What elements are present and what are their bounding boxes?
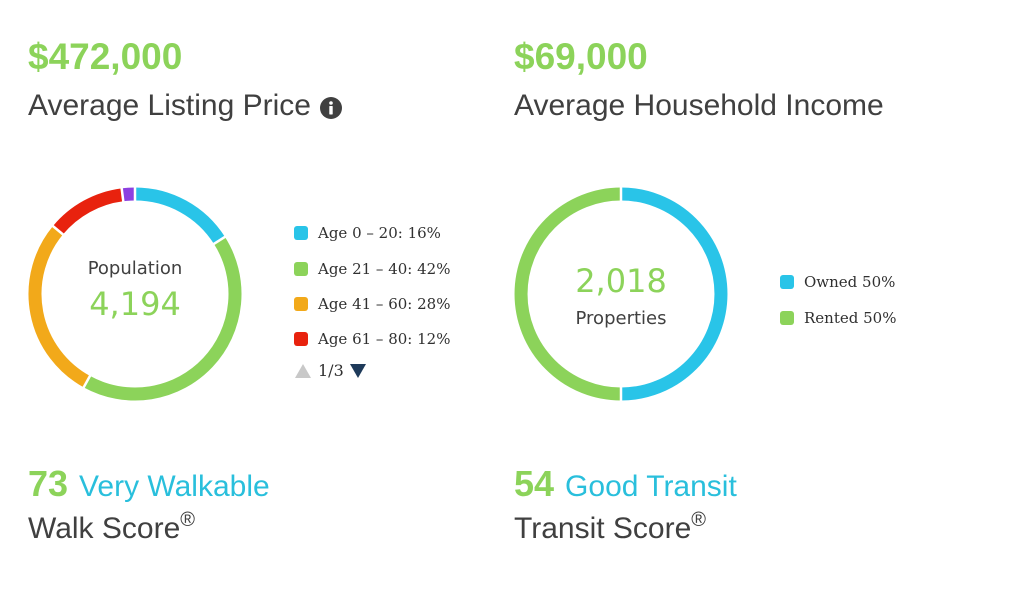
household-income-stat: $69,000 Average Household Income [514, 38, 884, 121]
population-segment-2[interactable] [28, 226, 91, 388]
legend-label: Age 0 – 20: 16% [318, 224, 441, 242]
legend-swatch [294, 297, 308, 311]
transit-score-number: 54 [514, 463, 555, 504]
legend-swatch [780, 275, 794, 289]
listing-price-label-row: Average Listing Price [28, 91, 342, 121]
population-separator-1 [211, 234, 228, 247]
listing-price-label: Average Listing Price [28, 89, 311, 122]
legend-label: Age 41 – 60: 28% [318, 295, 451, 313]
transit-score: 54 Good Transit Transit Score® [514, 466, 737, 544]
legend-swatch [294, 262, 308, 276]
legend-item-owned: Owned 50% [780, 272, 895, 292]
properties-segment-1[interactable] [514, 187, 622, 401]
population-separator-3 [50, 223, 66, 237]
legend-label: Rented 50% [804, 309, 897, 327]
population-total: 4,194 [89, 285, 181, 323]
triangle-up-icon[interactable] [294, 363, 312, 379]
legend-item-age-41-60: Age 41 – 60: 28% [294, 294, 450, 314]
transit-score-label-row: Transit Score® [514, 510, 737, 545]
transit-score-label: Transit Score [514, 512, 692, 545]
population-segment-1[interactable] [83, 236, 242, 401]
registered-mark: ® [180, 509, 196, 531]
transit-score-rating[interactable]: Good Transit [565, 470, 737, 503]
population-segment-3[interactable] [52, 188, 124, 235]
legend-item-age-21-40: Age 21 – 40: 42% [294, 259, 450, 279]
walk-score-line: 73 Very Walkable [28, 466, 270, 502]
legend-pager: 1/3 [294, 361, 367, 380]
legend-item-rented: Rented 50% [780, 308, 896, 328]
household-income-value: $69,000 [514, 36, 648, 77]
population-donut-chart [28, 185, 242, 401]
listing-price-stat: $472,000 Average Listing Price [28, 38, 342, 121]
legend-swatch [294, 226, 308, 240]
registered-mark: ® [691, 509, 707, 531]
population-segment-0[interactable] [134, 187, 225, 245]
legend-label: Age 61 – 80: 12% [318, 330, 451, 348]
walk-score-label: Walk Score [28, 512, 181, 545]
population-segment-4[interactable] [121, 187, 136, 202]
transit-score-line: 54 Good Transit [514, 466, 737, 502]
listing-price-value: $472,000 [28, 36, 183, 77]
walk-score: 73 Very Walkable Walk Score® [28, 466, 270, 544]
properties-segment-0[interactable] [620, 187, 728, 401]
legend-label: Owned 50% [804, 273, 896, 291]
legend-swatch [780, 311, 794, 325]
population-separator-2 [81, 373, 93, 391]
properties-center: 2,018 Properties [541, 262, 701, 329]
population-separator-4 [120, 185, 125, 204]
legend-item-age-0-20: Age 0 – 20: 16% [294, 223, 441, 243]
legend-label: Age 21 – 40: 42% [318, 260, 451, 278]
walk-score-rating[interactable]: Very Walkable [79, 470, 270, 503]
properties-donut-chart [514, 185, 728, 403]
legend-item-age-61-80: Age 61 – 80: 12% [294, 329, 450, 349]
properties-total: 2,018 [575, 262, 667, 300]
walk-score-number: 73 [28, 463, 69, 504]
legend-swatch [294, 332, 308, 346]
pager-text: 1/3 [318, 361, 344, 380]
population-center: Population 4,194 [55, 258, 215, 323]
triangle-down-icon[interactable] [349, 363, 367, 379]
household-income-label: Average Household Income [514, 89, 884, 122]
population-caption: Population [87, 258, 183, 279]
properties-caption: Properties [575, 308, 667, 329]
walk-score-label-row: Walk Score® [28, 510, 270, 545]
info-icon[interactable] [319, 95, 342, 119]
